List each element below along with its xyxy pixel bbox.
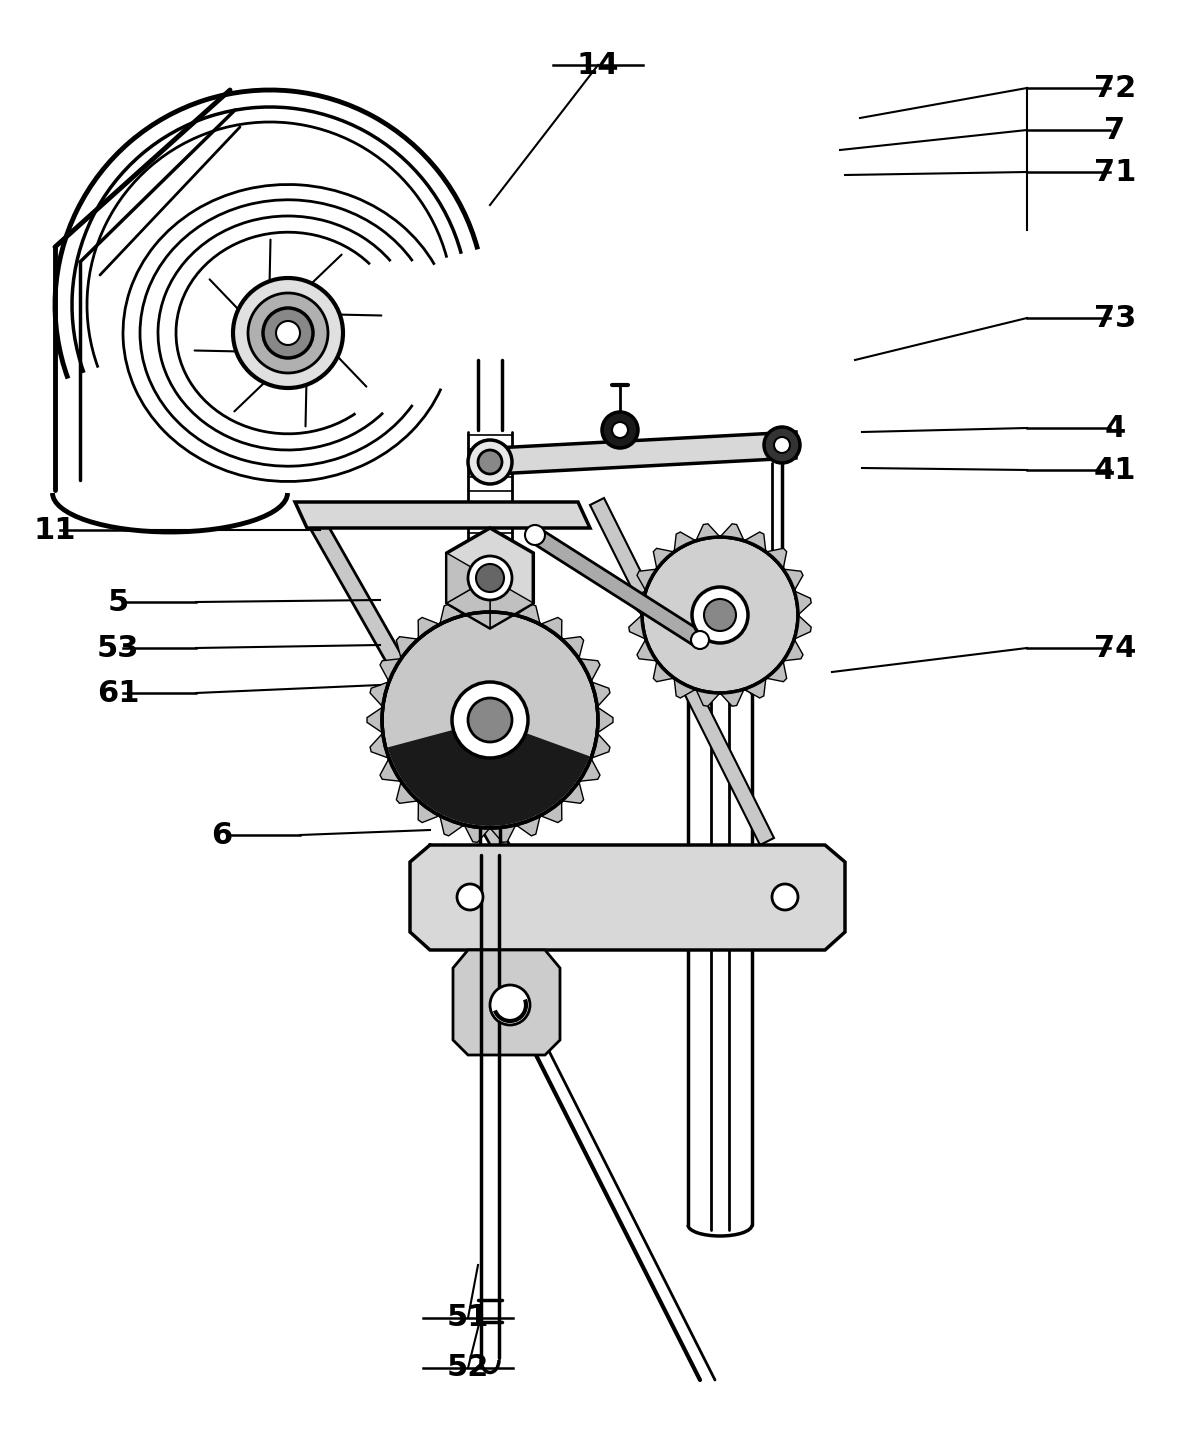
Polygon shape	[453, 951, 560, 1055]
Circle shape	[478, 451, 502, 474]
Circle shape	[692, 587, 748, 643]
Circle shape	[704, 598, 736, 630]
Polygon shape	[310, 522, 516, 862]
Text: 52: 52	[447, 1353, 489, 1382]
Polygon shape	[629, 614, 646, 639]
Text: 74: 74	[1094, 633, 1136, 662]
Circle shape	[452, 682, 528, 758]
Polygon shape	[531, 529, 704, 646]
Polygon shape	[783, 569, 803, 591]
Circle shape	[382, 611, 598, 827]
Text: 61: 61	[97, 678, 139, 707]
Polygon shape	[490, 597, 516, 616]
Text: 53: 53	[97, 633, 139, 662]
Polygon shape	[440, 816, 464, 836]
Text: 5: 5	[107, 587, 129, 616]
Circle shape	[490, 985, 530, 1024]
Text: 41: 41	[1094, 455, 1136, 484]
Polygon shape	[794, 614, 811, 639]
Polygon shape	[380, 758, 401, 781]
Text: 14: 14	[576, 51, 620, 80]
Polygon shape	[674, 532, 695, 552]
Polygon shape	[410, 845, 846, 951]
Polygon shape	[418, 801, 440, 823]
Polygon shape	[540, 617, 562, 639]
Polygon shape	[490, 578, 533, 627]
Circle shape	[602, 412, 638, 448]
Circle shape	[764, 427, 800, 464]
Polygon shape	[766, 548, 787, 569]
Polygon shape	[440, 604, 464, 625]
Polygon shape	[695, 690, 721, 706]
Circle shape	[458, 884, 483, 910]
Polygon shape	[783, 639, 803, 661]
Polygon shape	[370, 733, 389, 758]
Polygon shape	[516, 816, 540, 836]
Polygon shape	[653, 661, 674, 681]
Polygon shape	[418, 617, 440, 639]
Text: 4: 4	[1105, 413, 1125, 442]
Circle shape	[276, 322, 300, 345]
Text: 71: 71	[1094, 158, 1136, 187]
Polygon shape	[629, 591, 646, 614]
Polygon shape	[368, 707, 383, 733]
Polygon shape	[447, 527, 533, 627]
Circle shape	[247, 293, 328, 372]
Circle shape	[525, 525, 545, 545]
Circle shape	[233, 278, 343, 388]
Polygon shape	[562, 781, 584, 803]
Polygon shape	[590, 498, 773, 845]
Circle shape	[691, 630, 709, 649]
Polygon shape	[396, 781, 418, 803]
Polygon shape	[380, 659, 401, 681]
Polygon shape	[695, 523, 721, 540]
Polygon shape	[653, 548, 674, 569]
Circle shape	[468, 698, 512, 742]
Polygon shape	[516, 604, 540, 625]
Polygon shape	[637, 639, 657, 661]
Circle shape	[468, 440, 512, 484]
Circle shape	[263, 309, 313, 358]
Polygon shape	[370, 681, 389, 707]
Polygon shape	[721, 523, 745, 540]
Polygon shape	[745, 678, 766, 698]
Circle shape	[643, 538, 797, 693]
Polygon shape	[464, 597, 490, 616]
Polygon shape	[490, 824, 516, 842]
Polygon shape	[295, 501, 590, 527]
Polygon shape	[674, 678, 695, 698]
Text: 7: 7	[1105, 116, 1125, 145]
Polygon shape	[579, 659, 600, 681]
Polygon shape	[562, 636, 584, 659]
Polygon shape	[464, 824, 490, 842]
Polygon shape	[579, 758, 600, 781]
Polygon shape	[540, 801, 562, 823]
Polygon shape	[447, 578, 490, 627]
Polygon shape	[591, 681, 610, 707]
Circle shape	[773, 438, 790, 454]
Polygon shape	[745, 532, 766, 552]
Polygon shape	[447, 554, 490, 603]
Wedge shape	[388, 720, 590, 826]
Text: 51: 51	[447, 1304, 489, 1333]
Polygon shape	[396, 636, 418, 659]
Polygon shape	[721, 690, 745, 706]
Text: 6: 6	[211, 820, 233, 849]
Circle shape	[772, 884, 797, 910]
Text: 72: 72	[1094, 74, 1136, 103]
Circle shape	[476, 564, 504, 593]
Polygon shape	[476, 432, 796, 475]
Polygon shape	[637, 569, 657, 591]
Circle shape	[613, 422, 628, 438]
Polygon shape	[591, 733, 610, 758]
Polygon shape	[766, 661, 787, 681]
Text: 73: 73	[1094, 303, 1136, 332]
Polygon shape	[794, 591, 811, 614]
Circle shape	[468, 556, 512, 600]
Polygon shape	[597, 707, 613, 733]
Text: 11: 11	[34, 516, 76, 545]
